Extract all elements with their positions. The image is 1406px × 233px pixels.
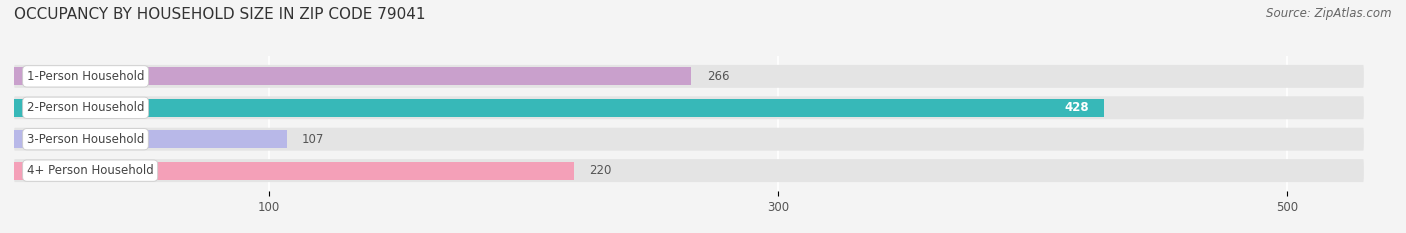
Bar: [14, 99, 1104, 117]
Text: 428: 428: [1064, 101, 1088, 114]
FancyBboxPatch shape: [14, 159, 1364, 182]
Bar: [14, 130, 287, 148]
Text: 3-Person Household: 3-Person Household: [27, 133, 145, 146]
Bar: [14, 161, 574, 180]
Text: 220: 220: [589, 164, 612, 177]
FancyBboxPatch shape: [14, 96, 1364, 119]
Text: 266: 266: [707, 70, 730, 83]
Text: 4+ Person Household: 4+ Person Household: [27, 164, 153, 177]
Text: 1-Person Household: 1-Person Household: [27, 70, 145, 83]
FancyBboxPatch shape: [14, 65, 1364, 88]
Text: 107: 107: [302, 133, 325, 146]
Bar: [14, 67, 692, 86]
Text: 2-Person Household: 2-Person Household: [27, 101, 145, 114]
FancyBboxPatch shape: [14, 128, 1364, 151]
Text: Source: ZipAtlas.com: Source: ZipAtlas.com: [1267, 7, 1392, 20]
Text: OCCUPANCY BY HOUSEHOLD SIZE IN ZIP CODE 79041: OCCUPANCY BY HOUSEHOLD SIZE IN ZIP CODE …: [14, 7, 426, 22]
